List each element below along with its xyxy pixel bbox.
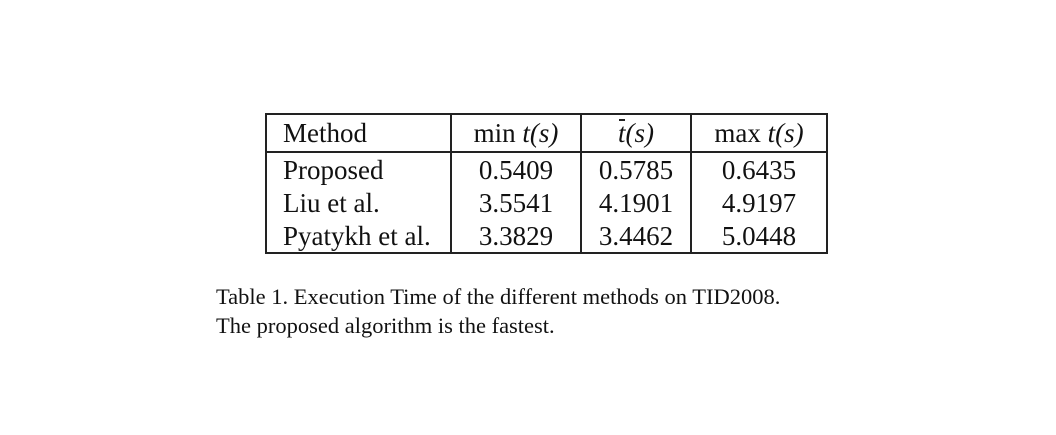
header-max-var: t(s)	[767, 117, 804, 148]
results-table: Method min t(s) t(s) max t(s) Proposed 0…	[265, 113, 828, 254]
cell-max: 5.0448	[690, 219, 828, 253]
header-mean-rest: (s)	[625, 117, 655, 148]
header-min-var: t(s)	[522, 117, 559, 148]
table-caption: Table 1. Execution Time of the different…	[216, 282, 896, 340]
table-row: Pyatykh et al. 3.3829 3.4462 5.0448	[265, 219, 828, 253]
header-max-time: max t(s)	[690, 114, 828, 152]
cell-method: Pyatykh et al.	[265, 219, 452, 253]
caption-line-2: The proposed algorithm is the fastest.	[216, 313, 555, 338]
cell-mean: 4.1901	[580, 186, 692, 219]
cell-method: Liu et al.	[265, 186, 452, 219]
table-row: Proposed 0.5409 0.5785 0.6435	[265, 152, 828, 186]
cell-max: 4.9197	[690, 186, 828, 219]
cell-max: 0.6435	[690, 152, 828, 186]
table-header: Method min t(s) t(s) max t(s)	[265, 114, 828, 152]
cell-min: 3.3829	[450, 219, 582, 253]
header-method: Method	[265, 114, 452, 152]
table-body: Proposed 0.5409 0.5785 0.6435 Liu et al.…	[265, 152, 828, 253]
header-mean-time: t(s)	[580, 114, 692, 152]
cell-min: 3.5541	[450, 186, 582, 219]
header-max-label: max	[714, 117, 761, 148]
header-min-label: min	[473, 117, 516, 148]
caption-line-1: Table 1. Execution Time of the different…	[216, 284, 781, 309]
cell-mean: 3.4462	[580, 219, 692, 253]
cell-min: 0.5409	[450, 152, 582, 186]
table-row: Liu et al. 3.5541 4.1901 4.9197	[265, 186, 828, 219]
results-table-container: Method min t(s) t(s) max t(s) Proposed 0…	[265, 113, 828, 254]
header-min-time: min t(s)	[450, 114, 582, 152]
header-row: Method min t(s) t(s) max t(s)	[265, 114, 828, 152]
cell-method: Proposed	[265, 152, 452, 186]
header-mean-t: t	[617, 117, 626, 148]
cell-mean: 0.5785	[580, 152, 692, 186]
